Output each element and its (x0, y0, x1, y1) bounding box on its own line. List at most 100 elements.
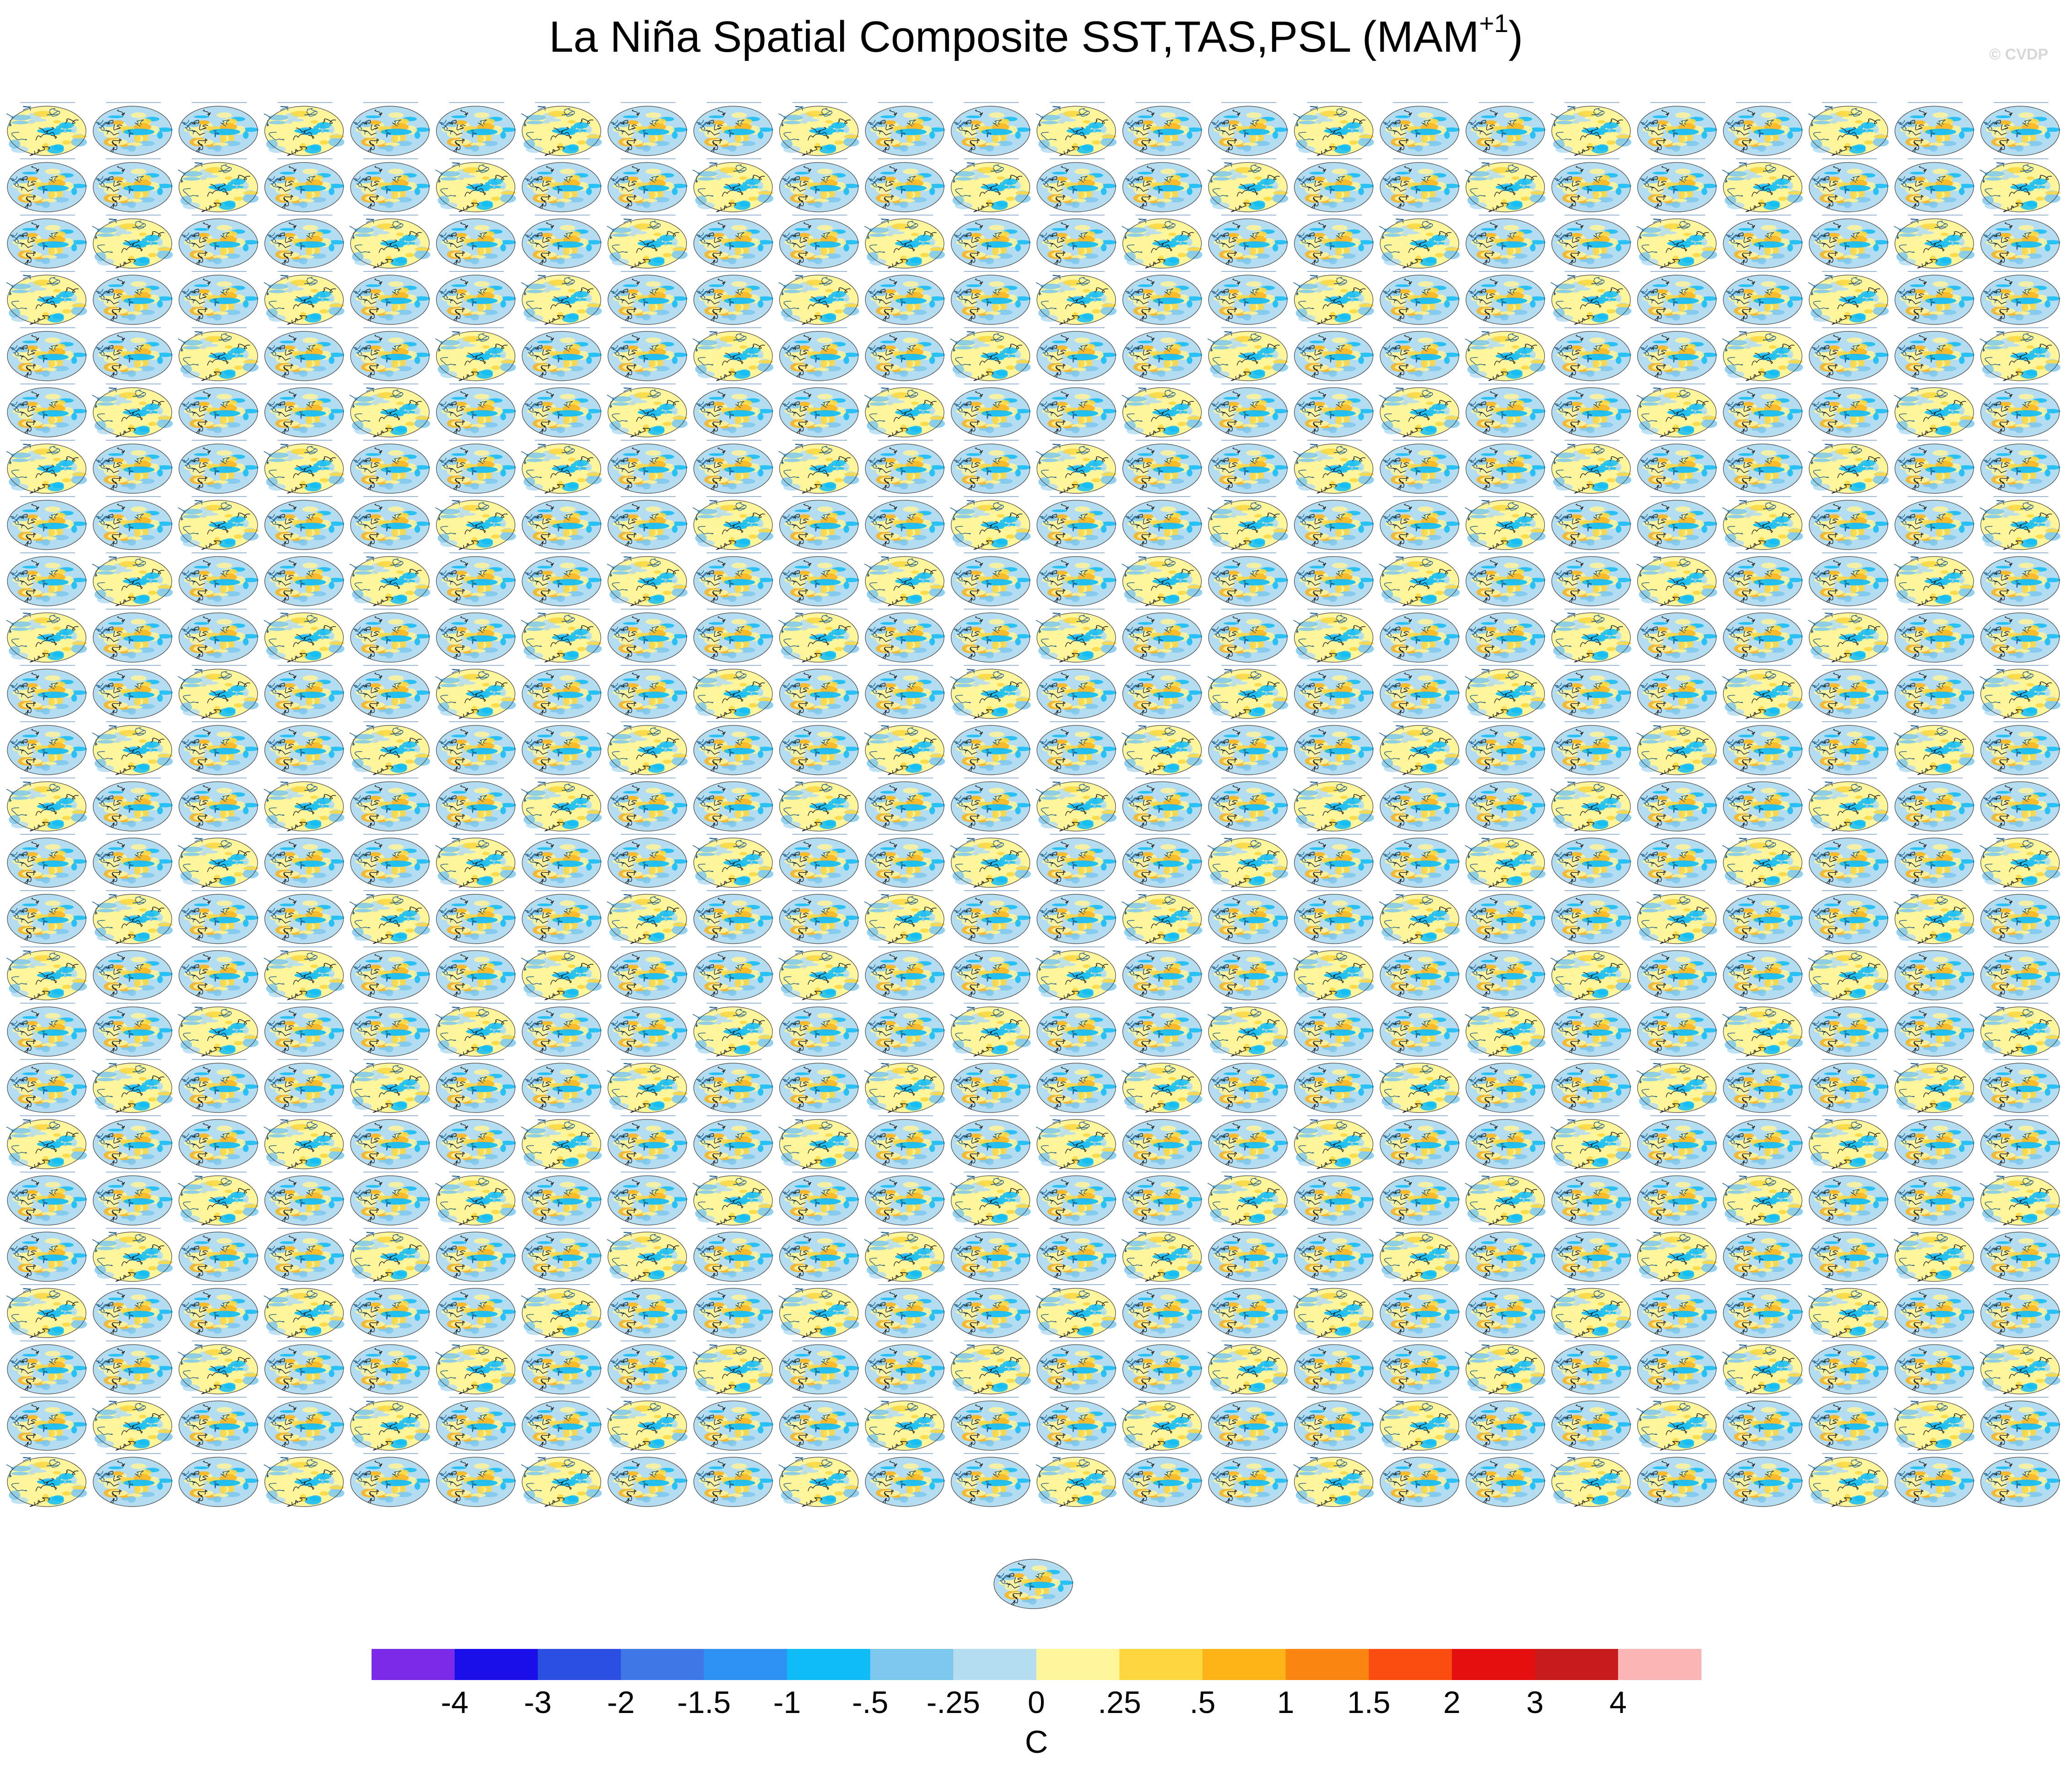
map-panel (865, 271, 945, 325)
map-panel (1637, 1003, 1717, 1057)
map-panel (950, 215, 1031, 269)
map-panel (1294, 158, 1374, 212)
map-panel (1636, 1059, 1717, 1113)
map-panel (7, 158, 87, 212)
map-panel (1980, 215, 2061, 269)
map-panel (607, 1397, 688, 1451)
colorbar-tick-label: .5 (1190, 1685, 1216, 1720)
colorbar-box (538, 1649, 621, 1680)
map-panel (1122, 158, 1203, 212)
map-panel (1808, 384, 1889, 438)
map-panel (693, 271, 773, 325)
map-panel (1808, 440, 1889, 494)
map-panel (607, 1115, 688, 1169)
map-panel (522, 384, 602, 438)
map-panel (950, 496, 1031, 550)
map-panel (1465, 1453, 1546, 1507)
map-panel (92, 158, 173, 212)
map-panel (7, 1228, 87, 1282)
map-panel (178, 609, 259, 663)
map-panel (1293, 271, 1374, 325)
map-panel (1551, 158, 1631, 212)
map-panel (7, 1397, 87, 1451)
map-panel (1379, 1059, 1460, 1113)
map-panel (864, 1397, 945, 1451)
map-panel (264, 721, 345, 775)
map-panel (1293, 946, 1374, 1000)
map-panel (950, 946, 1031, 1000)
colorbar-box (953, 1649, 1037, 1680)
map-panel (1465, 778, 1546, 832)
map-panel (1208, 665, 1288, 719)
map-panel (1294, 1228, 1374, 1282)
map-panel (607, 834, 688, 888)
colorbar-box (1451, 1649, 1535, 1680)
map-panel (950, 834, 1031, 888)
map-panel (1208, 552, 1288, 606)
map-panel (1465, 1003, 1546, 1057)
map-panel (1636, 1228, 1717, 1282)
map-panel (1379, 1228, 1460, 1282)
map-panel (1722, 665, 1803, 719)
map-panel (264, 609, 345, 663)
map-panel (778, 1115, 859, 1169)
map-panel (1551, 102, 1631, 156)
map-panel (1122, 1397, 1203, 1451)
map-panel (1894, 1059, 1975, 1113)
map-panel (950, 1059, 1031, 1113)
map-panel (950, 1340, 1031, 1394)
map-panel (1723, 609, 1803, 663)
map-panel (778, 102, 859, 156)
map-panel (779, 1397, 859, 1451)
map-panel (607, 1453, 688, 1507)
map-panel (1551, 1059, 1631, 1113)
map-panel (1980, 327, 2061, 381)
map-panel (1637, 946, 1717, 1000)
map-panel (178, 440, 259, 494)
map-panel (864, 1059, 945, 1113)
map-panel (521, 1115, 602, 1169)
map-panel (607, 778, 688, 832)
map-panel (7, 384, 87, 438)
map-panel (1380, 609, 1460, 663)
map-panel (178, 215, 259, 269)
map-panel (1208, 215, 1288, 269)
map-panel (1122, 102, 1203, 156)
map-panel (1122, 609, 1203, 663)
map-panel (1036, 384, 1117, 438)
map-panel (1722, 1003, 1803, 1057)
map-panel (436, 102, 516, 156)
map-panel (864, 1228, 945, 1282)
map-panel (1122, 1172, 1203, 1226)
map-panel (1722, 496, 1803, 550)
colorbar-tick-label: 3 (1526, 1685, 1543, 1720)
map-panel (522, 665, 602, 719)
map-panel (1036, 778, 1117, 832)
map-panel (865, 1003, 945, 1057)
map-panel (1894, 158, 1975, 212)
map-panel (1208, 327, 1288, 381)
colorbar-tick-label: -1 (773, 1685, 801, 1720)
map-panel (1980, 834, 2061, 888)
chart-title: La Niña Spatial Composite SST,TAS,PSL (M… (0, 9, 2072, 61)
map-panel (178, 1340, 259, 1394)
map-panel (264, 440, 345, 494)
map-panel (1808, 215, 1889, 269)
map-panel (522, 1228, 602, 1282)
map-panel (865, 327, 945, 381)
map-panel (607, 158, 688, 212)
map-panel (521, 946, 602, 1000)
map-panel (1551, 609, 1631, 663)
map-panel (865, 1340, 945, 1394)
map-panel (264, 215, 345, 269)
map-panel (350, 158, 430, 212)
map-panel (1637, 1340, 1717, 1394)
map-panel (92, 440, 173, 494)
map-panel (1551, 552, 1631, 606)
map-panel (1723, 1059, 1803, 1113)
map-panel (1723, 1397, 1803, 1451)
map-panel (350, 1115, 430, 1169)
map-panel (779, 1228, 859, 1282)
map-panel (1293, 102, 1374, 156)
map-panel (1723, 384, 1803, 438)
